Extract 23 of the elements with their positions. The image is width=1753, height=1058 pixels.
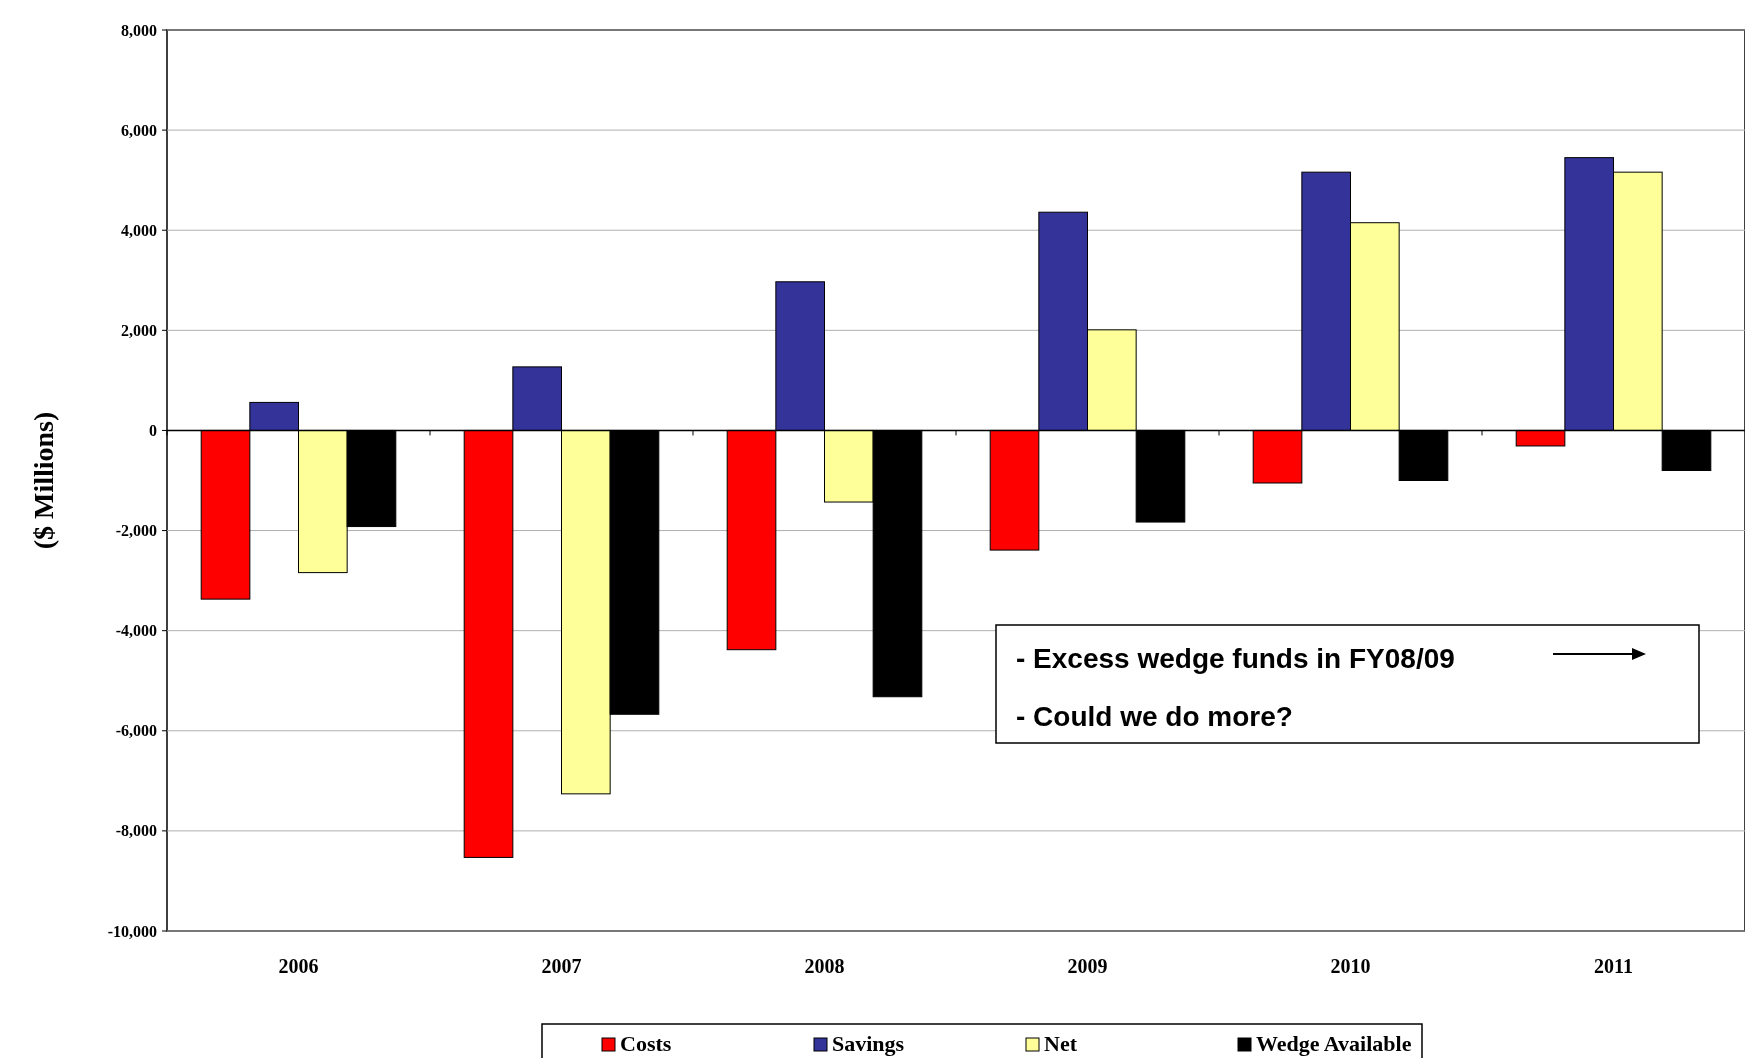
y-tick-label: 2,000 (121, 321, 157, 339)
legend-label: Net (1044, 1031, 1078, 1056)
x-tick-label: 2010 (1330, 955, 1371, 977)
x-tick-label: 2009 (1067, 955, 1108, 977)
y-tick-label: -4,000 (115, 622, 157, 640)
x-tick-label: 2007 (541, 955, 582, 977)
y-tick-label: 6,000 (121, 121, 157, 139)
legend-label: Costs (620, 1031, 672, 1056)
y-tick-label: -10,000 (107, 922, 157, 940)
y-axis-title: ($ Millions) (28, 411, 59, 550)
annotation: - Could we do more? (1016, 701, 1293, 732)
y-tick-label: 4,000 (121, 221, 157, 239)
y-tick-label: 8,000 (121, 21, 157, 39)
legend-label: Savings (832, 1031, 905, 1056)
legend-label: Wedge Available (1256, 1031, 1412, 1056)
y-tick-label: -8,000 (115, 822, 157, 840)
y-tick-label: -2,000 (115, 522, 157, 540)
annotation: - Excess wedge funds in FY08/09 (1016, 643, 1455, 674)
x-tick-label: 2011 (1594, 955, 1633, 977)
y-tick-label: -6,000 (115, 722, 157, 740)
x-tick-label: 2008 (804, 955, 845, 977)
y-tick-label: 0 (149, 422, 157, 440)
x-tick-label: 2006 (278, 955, 319, 977)
